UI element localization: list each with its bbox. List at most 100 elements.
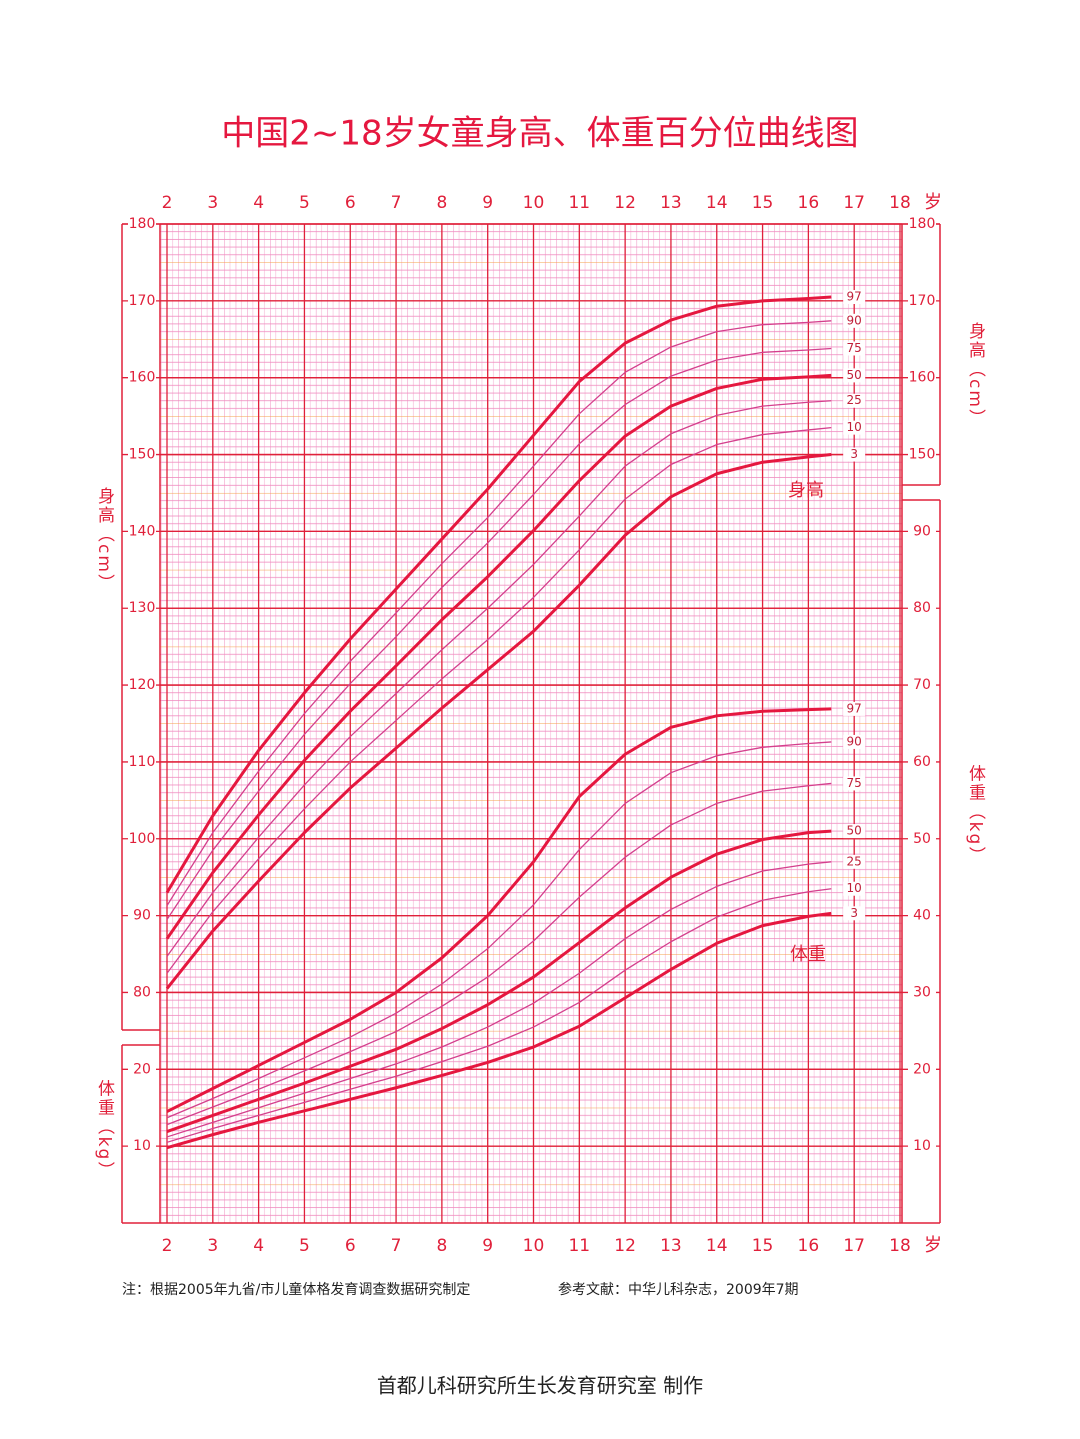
- curve-label-bg: [843, 447, 866, 462]
- x-tick-label: 16: [798, 1236, 820, 1256]
- y-tick-label: 160: [129, 370, 156, 386]
- credit: 首都儿科研究所生长发育研究室 制作: [377, 1374, 703, 1398]
- curve-label: 75: [847, 776, 862, 790]
- y-tick-label: 90: [133, 908, 151, 924]
- curve-label: 10: [847, 881, 862, 895]
- y-tick-label: 120: [129, 677, 156, 693]
- y-tick-label: 140: [129, 523, 156, 539]
- x-tick-label: 17: [843, 1236, 865, 1256]
- tick-label-bg: [908, 753, 936, 770]
- x-unit: 岁: [924, 1235, 942, 1256]
- minor-grid: [160, 224, 902, 1223]
- tick-label-bg: [908, 369, 936, 386]
- y-tick-label: 70: [913, 677, 931, 693]
- percentile-curve: [166, 426, 832, 974]
- curve-label-bg: [843, 393, 866, 408]
- y-tick-label: 10: [133, 1138, 151, 1154]
- x-tick-label: 11: [568, 193, 590, 213]
- tick-label-bg: [908, 600, 936, 617]
- tick-label-bg: [908, 292, 936, 309]
- x-tick-label: 2: [162, 1236, 173, 1256]
- curve-label-bg: [843, 824, 866, 839]
- y-axis-label: 身高（cm）: [94, 487, 115, 593]
- tick-label-bg: [908, 1061, 936, 1078]
- percentile-curve: [166, 829, 832, 1133]
- curve-label: 97: [847, 290, 862, 304]
- x-tick-label: 7: [391, 1236, 402, 1256]
- x-tick-label: 5: [299, 1236, 310, 1256]
- x-tick-label: 4: [253, 193, 264, 213]
- curve-label: 3: [850, 906, 858, 920]
- percentile-curve: [165, 453, 832, 990]
- curve-label-bg: [843, 854, 866, 869]
- y-tick-label: 110: [129, 754, 156, 770]
- y-tick-label: 10: [913, 1138, 931, 1154]
- curve-label: 25: [847, 393, 862, 407]
- x-tick-label: 6: [345, 193, 356, 213]
- tick-label-bg: [128, 1138, 156, 1155]
- note: 注：根据2005年九省/市儿童体格发育调查数据研究制定: [122, 1281, 470, 1298]
- percentile-curve: [166, 911, 832, 1150]
- y-tick-label: 180: [129, 216, 156, 232]
- y-tick-label: 150: [129, 447, 156, 463]
- curve-label-bg: [843, 368, 866, 383]
- y-tick-label: 100: [129, 831, 156, 847]
- x-tick-label: 9: [482, 193, 493, 213]
- tick-label-bg: [128, 446, 156, 463]
- tick-label-bg: [128, 677, 156, 694]
- y-tick-label: 150: [909, 447, 936, 463]
- percentile-curve: [166, 320, 832, 906]
- tick-label-bg: [128, 292, 156, 309]
- percentile-curve: [166, 782, 832, 1126]
- percentile-curve: [165, 295, 832, 894]
- y-tick-label: 160: [909, 370, 936, 386]
- x-tick-label: 10: [523, 1236, 545, 1256]
- x-tick-label: 12: [614, 193, 636, 213]
- tick-label-bg: [128, 600, 156, 617]
- curve-label-bg: [843, 701, 866, 716]
- tick-label-bg: [128, 1061, 156, 1078]
- x-tick-label: 18: [889, 1236, 911, 1256]
- chart-title: 中国2~18岁女童身高、体重百分位曲线图: [221, 114, 858, 154]
- y-tick-label: 90: [913, 523, 931, 539]
- x-unit: 岁: [924, 192, 942, 213]
- curve-label-bg: [843, 734, 866, 749]
- y-tick-label: 80: [913, 600, 931, 616]
- tick-label-bg: [908, 1138, 936, 1155]
- y-tick-label: 180: [909, 216, 936, 232]
- x-tick-label: 11: [568, 1236, 590, 1256]
- x-tick-label: 17: [843, 193, 865, 213]
- curve-group-label: 身高: [788, 480, 824, 501]
- x-tick-label: 9: [482, 1236, 493, 1256]
- x-tick-label: 4: [253, 1236, 264, 1256]
- x-tick-label: 15: [752, 193, 774, 213]
- x-tick-label: 14: [706, 193, 728, 213]
- tick-label-bg: [128, 753, 156, 770]
- curve-label: 3: [850, 447, 858, 461]
- y-tick-label: 170: [909, 293, 936, 309]
- y2-axis-label: 体重（kg）: [94, 1080, 115, 1181]
- curve-label: 50: [847, 824, 862, 838]
- curve-label-bg: [843, 313, 866, 328]
- percentile-curve: [166, 400, 832, 957]
- percentile-curve: [166, 707, 832, 1113]
- curve-label: 25: [847, 854, 862, 868]
- y-tick-label: 130: [129, 600, 156, 616]
- tick-label-bg: [908, 830, 936, 847]
- curve-label-bg: [843, 290, 866, 305]
- x-tick-label: 3: [207, 1236, 218, 1256]
- y-tick-label: 40: [913, 908, 931, 924]
- curve-label: 75: [847, 341, 862, 355]
- curve-label-bg: [843, 420, 866, 435]
- x-tick-label: 8: [436, 193, 447, 213]
- x-tick-label: 16: [798, 193, 820, 213]
- curve-label: 90: [847, 734, 862, 748]
- tick-label-bg: [128, 907, 156, 924]
- curve-label-bg: [843, 881, 866, 896]
- tick-label-bg: [908, 984, 936, 1001]
- curve-label: 97: [847, 701, 862, 715]
- y-axis-label-right: 身高（cm）: [965, 322, 986, 428]
- tick-label-bg: [128, 216, 156, 232]
